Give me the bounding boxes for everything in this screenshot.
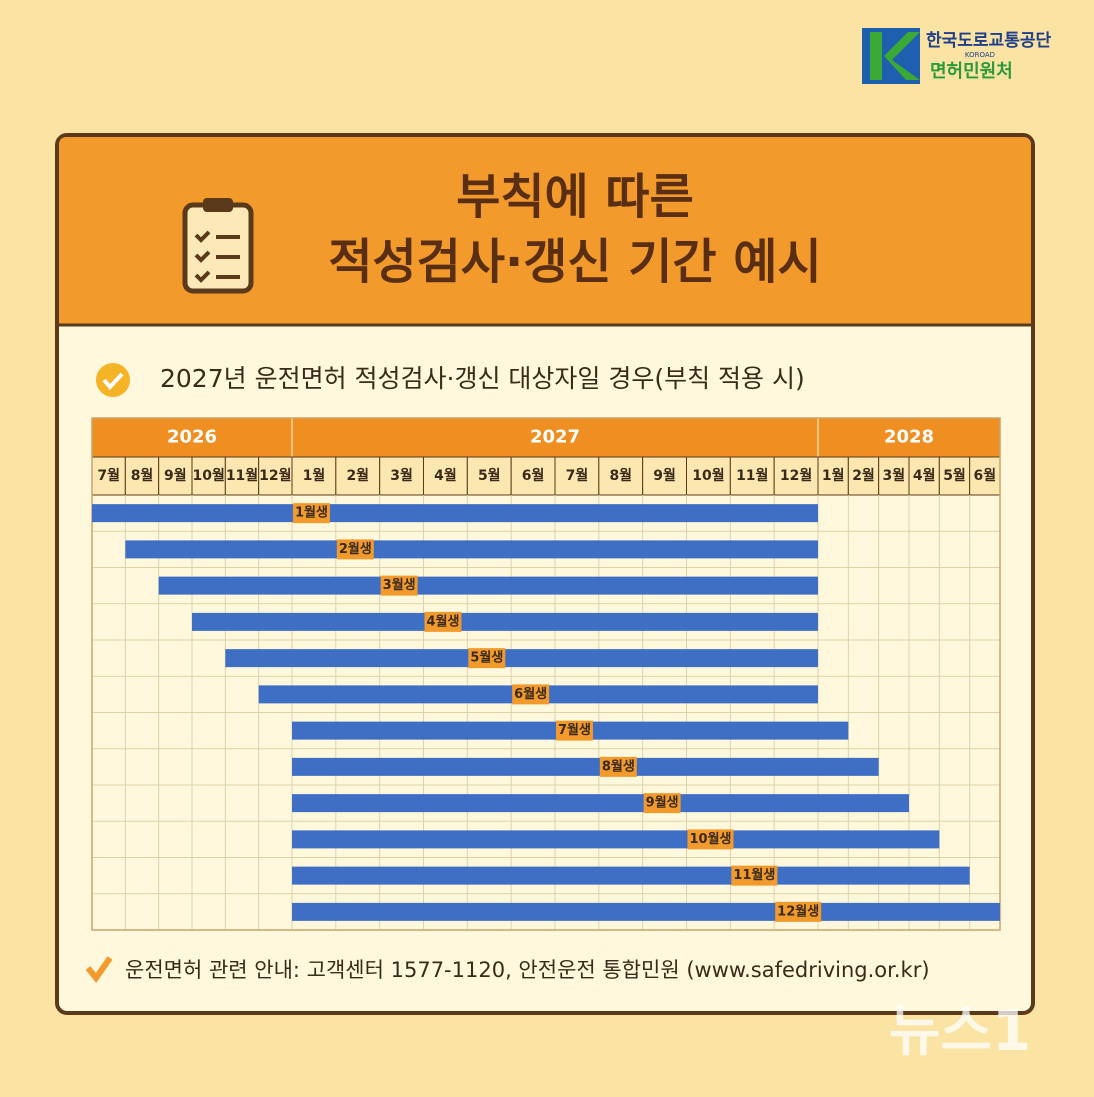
month-label: 3월: [883, 467, 906, 484]
row-label-bg: [687, 829, 734, 850]
month-label: 12월: [259, 467, 291, 484]
row-label: 10월생: [690, 831, 732, 847]
row-label-bg: [468, 648, 506, 669]
row-label-bg: [643, 793, 681, 814]
month-cell: [423, 456, 468, 496]
row-label-bg: [599, 756, 637, 777]
panel: [55, 133, 1035, 1015]
month-label: 10월: [192, 467, 224, 484]
period-bar: [292, 866, 970, 885]
year-label: 2026: [167, 427, 217, 448]
month-label: 6월: [522, 467, 545, 484]
row-label-bg: [512, 684, 550, 705]
row-label-bg: [731, 865, 778, 886]
title-line: 적성검사·갱신 기간 예시: [328, 234, 821, 290]
month-cell: [224, 456, 260, 496]
row-label-bg: [775, 901, 822, 922]
row-label: 7월생: [558, 722, 591, 738]
row-label: 8월생: [602, 758, 635, 774]
month-label: 2월: [852, 467, 875, 484]
org-sub: 면허민원처: [930, 61, 1013, 82]
footer: 운전면허 관련 안내: 고객센터 1577-1120, 안전운전 통합민원 (w…: [125, 958, 930, 982]
period-bar: [192, 612, 818, 631]
month-cell: [554, 456, 600, 496]
row-label: 12월생: [777, 903, 819, 919]
table-border: [91, 417, 1001, 931]
month-label: 11월: [736, 467, 768, 484]
org-en: KOROAD: [965, 51, 995, 59]
month-cell: [878, 456, 910, 496]
month-label: 5월: [478, 467, 501, 484]
watermark: 뉴스1: [889, 999, 1031, 1064]
month-cell: [335, 456, 381, 496]
month-label: 2월: [346, 467, 369, 484]
month-cell: [642, 456, 688, 496]
month-label: 9월: [164, 467, 187, 484]
month-label: 8월: [131, 467, 154, 484]
row-label: 11월생: [733, 867, 775, 883]
year-cell: [91, 417, 293, 458]
row-label: 3월생: [383, 577, 416, 593]
month-label: 1월: [822, 467, 845, 484]
row-label: 2월생: [339, 541, 372, 557]
year-cell: [817, 417, 1001, 458]
month-cell: [773, 456, 819, 496]
month-cell: [969, 456, 1001, 496]
row-label: 4월생: [427, 613, 460, 629]
period-bar: [292, 830, 940, 849]
month-cell: [158, 456, 193, 496]
month-cell: [729, 456, 775, 496]
month-cell: [908, 456, 940, 496]
month-label: 3월: [390, 467, 413, 484]
row-label-bg: [293, 503, 330, 524]
row-label-bg: [380, 575, 418, 596]
month-label: 5월: [943, 467, 966, 484]
month-cell: [598, 456, 644, 496]
panel-header: [59, 137, 1031, 325]
row-label: 5월생: [470, 650, 503, 666]
year-label: 2027: [530, 427, 580, 448]
row-label-bg: [424, 611, 462, 632]
month-cell: [466, 456, 512, 496]
month-label: 4월: [913, 467, 936, 484]
month-label: 1월: [303, 467, 326, 484]
period-bar: [292, 757, 879, 776]
month-label: 6월: [974, 467, 997, 484]
month-cell: [686, 456, 731, 496]
month-label: 9월: [653, 467, 676, 484]
period-bar: [125, 540, 819, 559]
subtitle: 2027년 운전면허 적성검사·갱신 대상자일 경우(부칙 적용 시): [160, 364, 805, 393]
logo-k: [870, 32, 920, 80]
month-label: 12월: [780, 467, 812, 484]
month-cell: [291, 456, 337, 496]
month-cell: [191, 456, 226, 496]
period-bar: [92, 504, 818, 523]
row-label-bg: [556, 720, 593, 741]
month-label: 8월: [609, 467, 632, 484]
org-name: 한국도로교통공단: [926, 31, 1051, 51]
month-cell: [379, 456, 424, 496]
year-label: 2028: [884, 427, 934, 448]
month-cell: [847, 456, 880, 496]
row-label: 9월생: [646, 795, 679, 811]
month-label: 4월: [434, 467, 457, 484]
period-bar: [158, 576, 818, 595]
row-label: 1월생: [295, 505, 328, 521]
month-label: 10월: [692, 467, 724, 484]
period-bar: [225, 649, 819, 668]
month-label: 7월: [97, 467, 120, 484]
title-line: 부칙에 따른: [456, 169, 694, 225]
row-label-bg: [336, 539, 374, 560]
month-cell: [938, 456, 971, 496]
month-label: 7월: [566, 467, 589, 484]
period-bar: [292, 902, 1000, 921]
month-label: 11월: [226, 467, 258, 484]
check-icon: [85, 956, 113, 984]
row-label: 6월생: [514, 686, 547, 702]
period-bar: [292, 794, 909, 813]
check-icon: [96, 363, 130, 397]
